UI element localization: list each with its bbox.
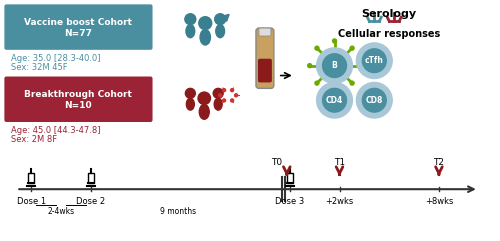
- Text: Vaccine boost Cohort
N=77: Vaccine boost Cohort N=77: [24, 18, 132, 38]
- FancyBboxPatch shape: [4, 76, 152, 122]
- Text: +8wks: +8wks: [425, 197, 453, 206]
- Circle shape: [316, 82, 352, 118]
- Text: cTfh: cTfh: [365, 56, 384, 65]
- Ellipse shape: [214, 98, 222, 110]
- Text: T0: T0: [272, 158, 282, 167]
- Circle shape: [356, 43, 392, 79]
- FancyBboxPatch shape: [4, 4, 152, 50]
- Text: 9 months: 9 months: [160, 207, 196, 216]
- Circle shape: [185, 14, 196, 25]
- Ellipse shape: [216, 25, 224, 38]
- Circle shape: [332, 39, 336, 43]
- FancyBboxPatch shape: [287, 173, 293, 183]
- FancyBboxPatch shape: [256, 28, 274, 88]
- Circle shape: [358, 64, 362, 68]
- FancyBboxPatch shape: [258, 59, 272, 82]
- Circle shape: [332, 88, 336, 92]
- Circle shape: [222, 89, 226, 92]
- Text: Dose 3: Dose 3: [275, 197, 304, 206]
- Text: Serology: Serology: [362, 9, 417, 19]
- Circle shape: [350, 81, 354, 85]
- Text: Sex: 2M 8F: Sex: 2M 8F: [12, 135, 58, 144]
- Circle shape: [198, 92, 210, 104]
- Ellipse shape: [186, 98, 194, 110]
- FancyBboxPatch shape: [28, 173, 34, 183]
- Circle shape: [356, 82, 392, 118]
- Ellipse shape: [200, 104, 209, 119]
- Circle shape: [322, 54, 346, 78]
- Text: +2wks: +2wks: [326, 197, 353, 206]
- Circle shape: [362, 88, 386, 112]
- Circle shape: [213, 88, 223, 98]
- Circle shape: [214, 14, 226, 25]
- Circle shape: [315, 81, 319, 85]
- Circle shape: [186, 88, 196, 98]
- Circle shape: [316, 48, 352, 83]
- Text: Dose 2: Dose 2: [76, 197, 106, 206]
- Circle shape: [199, 17, 211, 30]
- Text: 2-4wks: 2-4wks: [48, 207, 74, 216]
- Text: CD4: CD4: [326, 96, 343, 105]
- Text: T2: T2: [434, 158, 444, 167]
- Text: CD8: CD8: [366, 96, 383, 105]
- Circle shape: [322, 88, 346, 112]
- Text: Cellular responses: Cellular responses: [338, 29, 440, 39]
- Text: Age: 45.0 [44.3-47.8]: Age: 45.0 [44.3-47.8]: [12, 126, 101, 135]
- Text: T1: T1: [334, 158, 345, 167]
- Text: Age: 35.0 [28.3-40.0]: Age: 35.0 [28.3-40.0]: [12, 54, 101, 63]
- Circle shape: [234, 94, 238, 97]
- Ellipse shape: [200, 30, 210, 45]
- Text: B: B: [332, 61, 338, 70]
- Circle shape: [308, 64, 312, 68]
- Text: Sex: 32M 45F: Sex: 32M 45F: [12, 63, 68, 72]
- Circle shape: [230, 89, 234, 92]
- Circle shape: [222, 99, 226, 102]
- FancyBboxPatch shape: [88, 173, 94, 183]
- Circle shape: [230, 99, 234, 102]
- Circle shape: [218, 94, 222, 97]
- Circle shape: [362, 49, 386, 73]
- Ellipse shape: [186, 25, 194, 38]
- Circle shape: [315, 46, 319, 50]
- Text: Breakthrough Cohort
N=10: Breakthrough Cohort N=10: [24, 90, 132, 110]
- FancyBboxPatch shape: [259, 28, 271, 36]
- Circle shape: [350, 46, 354, 50]
- Text: Dose 1: Dose 1: [16, 197, 46, 206]
